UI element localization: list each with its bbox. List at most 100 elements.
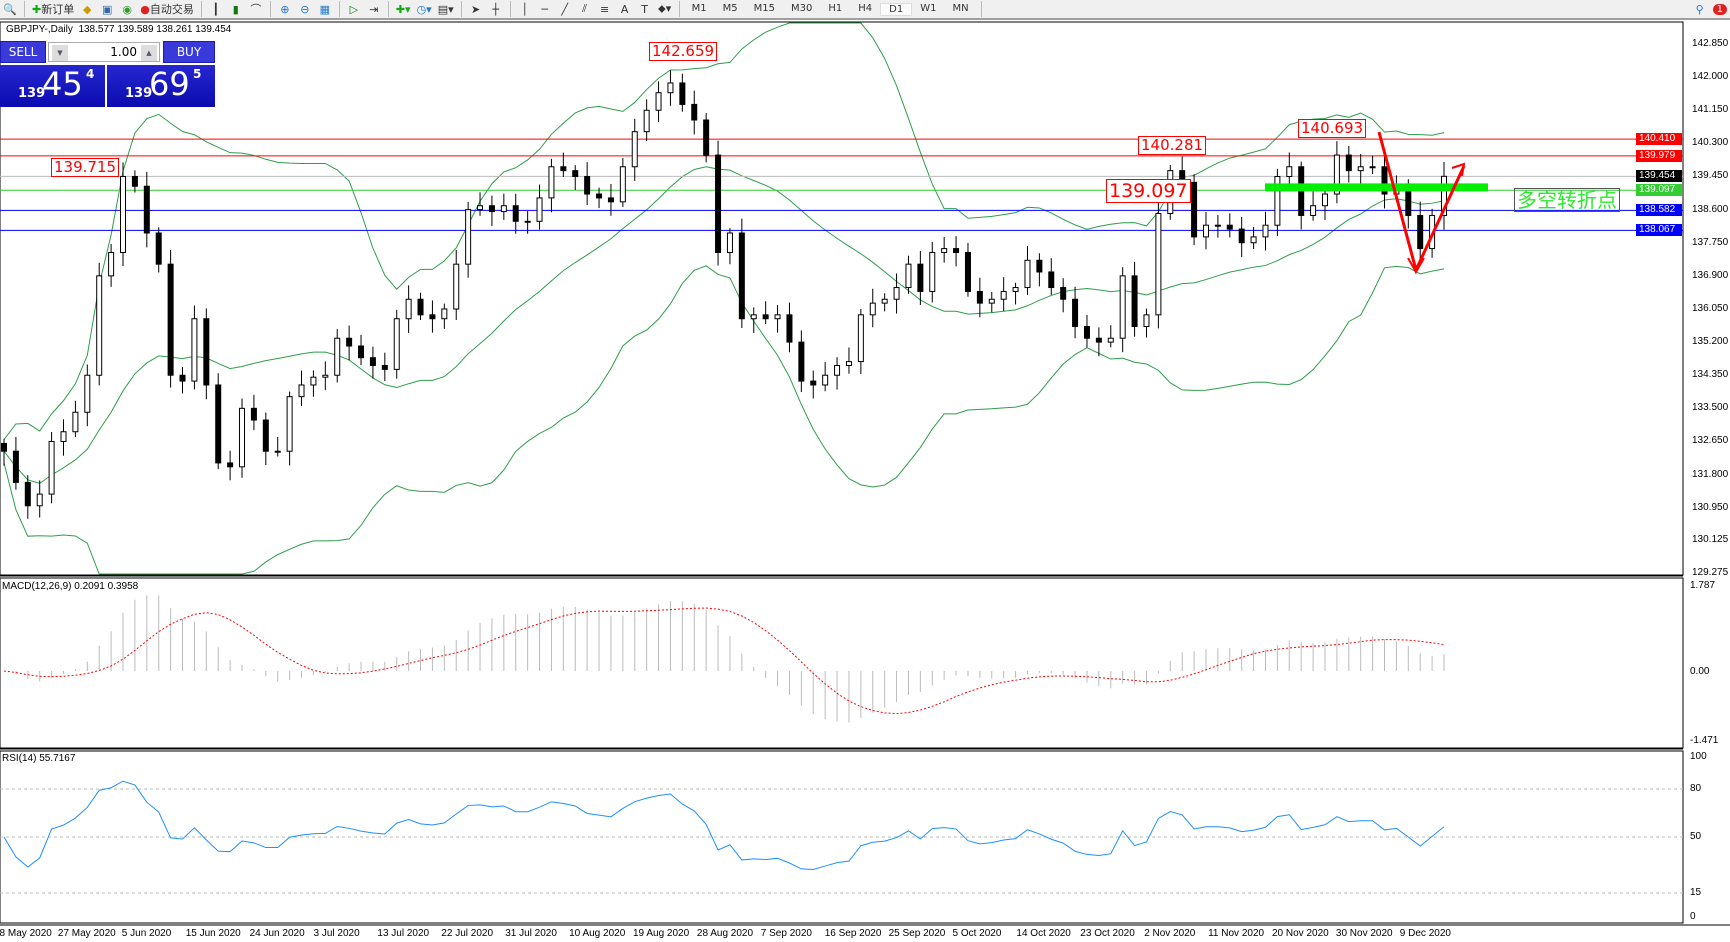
tile-windows-icon[interactable]: ▦	[319, 2, 331, 16]
candle-body	[1321, 193, 1328, 207]
lot-decrease-icon[interactable]: ▼	[52, 45, 68, 61]
price-tick: 130.950	[1692, 501, 1729, 513]
level-price-tag: 139.454	[1636, 170, 1682, 183]
zoom-window-icon[interactable]: 🔍	[3, 2, 17, 16]
level-price-tag: 138.067	[1636, 224, 1682, 237]
candle-body	[1095, 337, 1102, 343]
vertical-line-icon[interactable]: │	[521, 2, 528, 16]
candle-body	[596, 193, 603, 199]
trendline-icon[interactable]: ╱	[561, 2, 568, 16]
date-tick: 2 Nov 2020	[1144, 928, 1196, 939]
timeframe-h1[interactable]: H1	[828, 2, 843, 14]
candle-body	[1357, 166, 1364, 172]
timeframe-m1[interactable]: M1	[691, 2, 707, 14]
sell-button[interactable]: SELL	[0, 41, 46, 63]
timeframe-w1[interactable]: W1	[920, 2, 937, 14]
lot-size-input[interactable]: 1.00	[48, 42, 160, 62]
new-order-button[interactable]: ✚ 新订单	[29, 0, 77, 18]
pivot-note-text[interactable]: 多空转折点	[1514, 188, 1620, 212]
candle-body	[679, 82, 686, 105]
date-tick: 9 Dec 2020	[1399, 928, 1451, 939]
candle-body	[1333, 154, 1340, 195]
buy-price[interactable]: 139 69 5	[107, 65, 215, 107]
timeframe-m30[interactable]: M30	[790, 2, 813, 14]
candle-body	[715, 154, 722, 253]
date-tick: 14 Oct 2020	[1016, 928, 1071, 939]
chart-shift-icon[interactable]: ⇥	[369, 2, 379, 16]
rsi-tick: 15	[1690, 887, 1702, 898]
periods-icon[interactable]: ◷▾	[416, 2, 432, 16]
sell-price[interactable]: 139 45 4	[0, 65, 105, 107]
text-label-icon[interactable]: T	[641, 2, 648, 16]
price-label-high-2[interactable]: 140.693	[1298, 119, 1367, 138]
candle-body	[1441, 175, 1447, 216]
terminal-icon[interactable]: ▣	[102, 2, 113, 16]
line-chart-icon[interactable]: ⌒	[250, 3, 262, 16]
fibonacci-icon[interactable]: ≡	[600, 2, 610, 16]
date-tick: 30 Nov 2020	[1335, 928, 1393, 939]
tag-icon[interactable]: ◆	[82, 2, 92, 16]
candlestick-icon[interactable]: ▮	[232, 2, 239, 16]
candle-body	[346, 337, 353, 347]
search-icon[interactable]: ⚲	[1695, 2, 1704, 16]
auto-trading-button[interactable]: ● 自动交易	[137, 0, 197, 18]
level-price-tag: 139.097	[1636, 184, 1682, 197]
candle-body	[964, 251, 971, 292]
text-icon[interactable]: A	[620, 2, 629, 16]
price-label-pivot[interactable]: 139.097	[1106, 179, 1191, 203]
price-tick: 142.850	[1692, 38, 1729, 49]
price-tick: 135.200	[1692, 336, 1729, 348]
candle-body	[1024, 259, 1031, 289]
candle-body	[203, 318, 210, 386]
timeframe-m5[interactable]: M5	[722, 2, 738, 14]
notifications-icon[interactable]: 1	[1710, 0, 1730, 18]
rsi-line	[3, 780, 1445, 870]
indicators-icon[interactable]: ✚▾	[395, 2, 411, 16]
templates-icon[interactable]: ▤▾	[437, 2, 454, 16]
rsi-tick: 80	[1690, 783, 1702, 794]
candle-body	[560, 166, 567, 172]
candle-body	[774, 314, 781, 320]
price-tick: 129.275	[1692, 567, 1729, 578]
price-tick: 136.900	[1692, 269, 1729, 281]
level-price-tag: 140.410	[1636, 133, 1682, 146]
zoom-in-icon[interactable]: ⊕	[280, 2, 290, 16]
price-label-high-3[interactable]: 140.281	[1138, 136, 1207, 155]
price-label-high-4[interactable]: 139.715	[51, 158, 120, 177]
signal-icon[interactable]: ◉	[122, 2, 133, 16]
main-panel-frame	[0, 21, 1684, 576]
crosshair-icon[interactable]: ┼	[492, 2, 499, 16]
date-tick: 25 Sep 2020	[888, 928, 946, 939]
auto-scroll-icon[interactable]: ▷	[349, 2, 359, 16]
price-label-high[interactable]: 142.659	[649, 42, 718, 61]
candle-body	[1119, 275, 1126, 339]
candle-body	[393, 318, 400, 370]
candle-body	[48, 440, 55, 495]
candle-body	[988, 298, 995, 304]
macd-signal-line	[3, 607, 1445, 715]
cursor-icon[interactable]: ➤	[471, 2, 481, 16]
zoom-out-icon[interactable]: ⊖	[300, 2, 310, 16]
candle-body	[631, 131, 638, 168]
horizontal-line-icon[interactable]: ─	[541, 2, 548, 16]
arrows-icon[interactable]: ⬥▾	[658, 2, 672, 15]
auto-trading-label: 自动交易	[149, 3, 194, 16]
candle-body	[810, 380, 817, 386]
lot-increase-icon[interactable]: ▲	[141, 45, 157, 61]
timeframe-h4[interactable]: H4	[858, 2, 873, 14]
timeframe-m15[interactable]: M15	[753, 2, 775, 14]
candle-body	[1393, 187, 1400, 195]
candle-body	[488, 205, 495, 213]
buy-button[interactable]: BUY	[163, 41, 215, 63]
timeframe-mn[interactable]: MN	[952, 2, 969, 14]
candle-body	[239, 407, 246, 468]
candle-body	[1274, 175, 1281, 226]
equidistant-channel-icon[interactable]: ⫽	[582, 2, 588, 15]
candle-body	[572, 170, 579, 177]
buy-price-main: 69	[149, 65, 190, 103]
plus-icon: ✚	[32, 2, 42, 16]
timeframe-d1[interactable]: D1	[880, 2, 913, 16]
bar-chart-icon[interactable]: ┃	[212, 2, 220, 16]
candle-body	[405, 298, 412, 320]
